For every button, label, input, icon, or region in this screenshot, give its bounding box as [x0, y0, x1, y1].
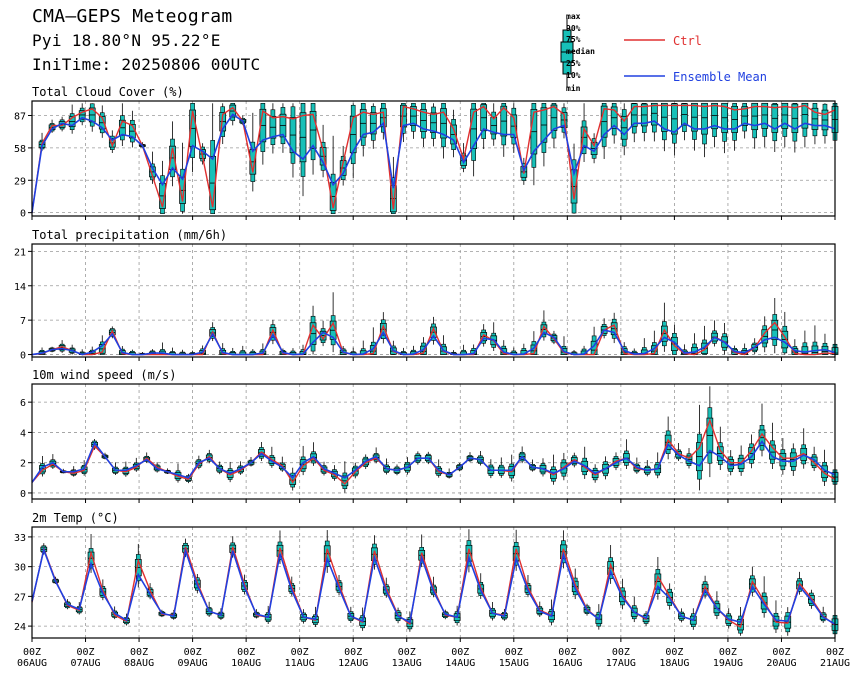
x-tick-date-label: 12AUG [338, 658, 368, 669]
box-inner [650, 102, 658, 126]
y-tick-label: 27 [14, 592, 26, 603]
legend-box-label-6: min [566, 83, 581, 93]
x-tick-date-label: 17AUG [606, 658, 636, 669]
box-inner [701, 102, 708, 135]
mean-series-line [31, 329, 836, 356]
legend-ctrl-label: Ctrl [673, 34, 702, 48]
mean-series-line [31, 547, 836, 625]
x-tick-date-label: 14AUG [445, 658, 475, 669]
x-tick-hour-label: 00Z [612, 647, 630, 658]
x-tick-date-label: 18AUG [659, 658, 689, 669]
y-tick-label: 30 [14, 563, 26, 574]
legend-mean-label: Ensemble Mean [673, 70, 767, 84]
x-tick-date-label: 19AUG [713, 658, 743, 669]
box-inner [801, 102, 809, 129]
x-tick-hour-label: 00Z [23, 647, 41, 658]
box-inner [711, 102, 718, 130]
y-tick-label: 21 [14, 247, 26, 258]
x-tick-hour-label: 00Z [505, 647, 523, 658]
page-title: CMA—GEPS Meteogram [32, 6, 233, 27]
x-tick-hour-label: 00Z [826, 647, 844, 658]
legend-box-label-1: 90% [566, 24, 581, 33]
y-tick-label: 2 [20, 459, 26, 470]
y-tick-label: 58 [14, 144, 26, 155]
x-tick-date-label: 16AUG [552, 658, 582, 669]
x-tick-date-label: 08AUG [124, 658, 154, 669]
x-tick-date-label: 09AUG [178, 658, 208, 669]
legend-box-label-2: 75% [566, 35, 581, 44]
x-tick-hour-label: 00Z [237, 647, 255, 658]
panel-title-3: 2m Temp (°C) [32, 511, 119, 525]
panel-frame [31, 100, 836, 217]
x-tick-hour-label: 00Z [719, 647, 737, 658]
y-tick-label: 87 [14, 112, 26, 123]
x-tick-hour-label: 00Z [558, 647, 576, 658]
x-tick-hour-label: 00Z [665, 647, 683, 658]
legend-box-label-3: median [566, 46, 595, 56]
panel-title-1: Total precipitation (mm/6h) [32, 228, 227, 242]
y-tick-label: 24 [14, 622, 26, 633]
legend-box-label-5: 10% [566, 71, 581, 80]
box-inner [751, 102, 759, 131]
x-tick-date-label: 06AUG [17, 658, 47, 669]
x-tick-hour-label: 00Z [344, 647, 362, 658]
y-tick-label: 33 [14, 533, 26, 544]
panel-frame [31, 243, 836, 358]
panel-bg-2 [32, 384, 835, 499]
y-tick-label: 14 [14, 282, 26, 293]
x-tick-hour-label: 00Z [77, 647, 95, 658]
ctrl-series-line [31, 321, 836, 356]
init-time-line: IniTime: 20250806 00UTC [32, 55, 261, 74]
box-inner [781, 102, 789, 129]
x-tick-date-label: 10AUG [231, 658, 261, 669]
x-tick-date-label: 13AUG [392, 658, 422, 669]
panel-frame [31, 383, 836, 500]
panel-title-0: Total Cloud Cover (%) [32, 85, 184, 99]
x-tick-hour-label: 00Z [184, 647, 202, 658]
legend-box-label-0: max [566, 12, 581, 21]
panel-frame [31, 526, 836, 639]
x-tick-hour-label: 00Z [398, 647, 416, 658]
y-tick-label: 0 [20, 489, 26, 500]
ctrl-series-line [31, 104, 836, 213]
y-tick-label: 29 [14, 176, 26, 187]
panel-title-2: 10m wind speed (m/s) [32, 368, 177, 382]
y-tick-label: 4 [20, 428, 26, 439]
location-line: Pyi 18.80°N 95.22°E [32, 31, 221, 50]
legend-box-label-4: 25% [566, 59, 581, 68]
legend-box-lower [562, 61, 572, 75]
x-tick-date-label: 07AUG [70, 658, 100, 669]
x-tick-date-label: 15AUG [499, 658, 529, 669]
x-tick-date-label: 20AUG [766, 658, 796, 669]
y-tick-label: 0 [20, 351, 26, 362]
y-tick-label: 0 [20, 209, 26, 220]
y-tick-label: 6 [20, 398, 26, 409]
box-inner [761, 102, 769, 129]
x-tick-hour-label: 00Z [291, 647, 309, 658]
header: CMA—GEPS Meteogram Pyi 18.80°N 95.22°E I… [0, 0, 860, 90]
x-tick-hour-label: 00Z [451, 647, 469, 658]
x-tick-hour-label: 00Z [130, 647, 148, 658]
mean-series-line [31, 113, 836, 213]
x-tick-hour-label: 00Z [772, 647, 790, 658]
y-tick-label: 7 [20, 316, 26, 327]
x-tick-date-label: 11AUG [285, 658, 315, 669]
mean-series-line [31, 440, 836, 483]
x-tick-date-label: 21AUG [820, 658, 850, 669]
